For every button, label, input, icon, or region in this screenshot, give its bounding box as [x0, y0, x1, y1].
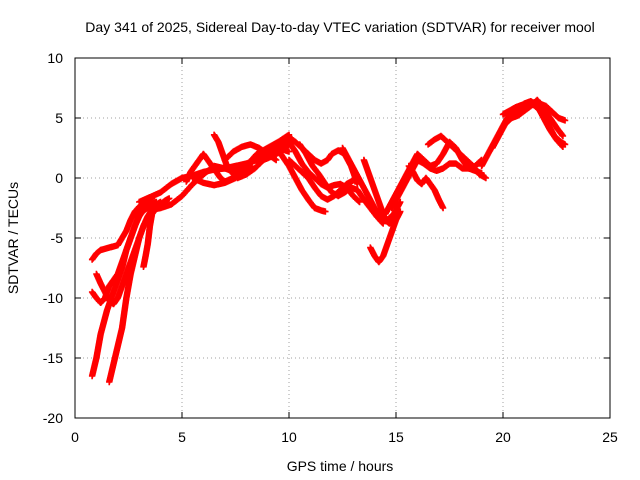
x-tick-label: 5 — [178, 429, 186, 445]
data-point — [439, 204, 447, 212]
data-point — [285, 148, 293, 155]
series-track-k — [189, 144, 293, 189]
y-tick-label: -5 — [51, 230, 64, 246]
y-tick-label: -20 — [43, 410, 63, 426]
series-track-r — [339, 144, 404, 224]
axis-ticks: 0 5 10 15 20 25 -20 -15 -10 -5 0 5 10 — [43, 50, 618, 445]
series-track-v — [388, 156, 485, 212]
series-track-p — [285, 138, 363, 206]
data-point — [559, 132, 567, 140]
x-tick-label: 10 — [281, 429, 297, 445]
series-track-l — [221, 141, 280, 164]
y-tick-label: -15 — [43, 350, 63, 366]
data-point — [397, 208, 404, 215]
y-tick-label: 10 — [47, 50, 63, 66]
data-point — [559, 143, 567, 150]
data-point — [272, 156, 280, 164]
x-tick-label: 20 — [495, 429, 511, 445]
chart-title: Day 341 of 2025, Sidereal Day-to-day VTE… — [85, 19, 594, 35]
data-point — [561, 117, 569, 124]
series-track-z — [489, 96, 567, 152]
series-track-x — [424, 132, 490, 182]
y-tick-label: -10 — [43, 290, 63, 306]
series-track-ab — [521, 98, 567, 150]
series-track-w — [405, 162, 447, 212]
data-point — [165, 195, 173, 202]
plot-frame — [74, 57, 611, 419]
data-point — [350, 177, 357, 184]
y-tick-label: 5 — [55, 110, 63, 126]
y-tick-label: 0 — [55, 170, 63, 186]
y-axis-label: SDTVAR / TECUs — [5, 182, 21, 294]
data-point — [356, 198, 363, 206]
x-tick-label: 0 — [71, 429, 79, 445]
x-tick-label: 15 — [388, 429, 404, 445]
data-point — [482, 174, 490, 182]
series-track-t — [367, 208, 404, 266]
x-tick-label: 25 — [602, 429, 618, 445]
x-axis-label: GPS time / hours — [287, 458, 394, 474]
series-track-c — [88, 204, 151, 306]
data-point — [322, 208, 329, 215]
grid-lines — [75, 58, 610, 418]
data-marks — [88, 96, 569, 386]
